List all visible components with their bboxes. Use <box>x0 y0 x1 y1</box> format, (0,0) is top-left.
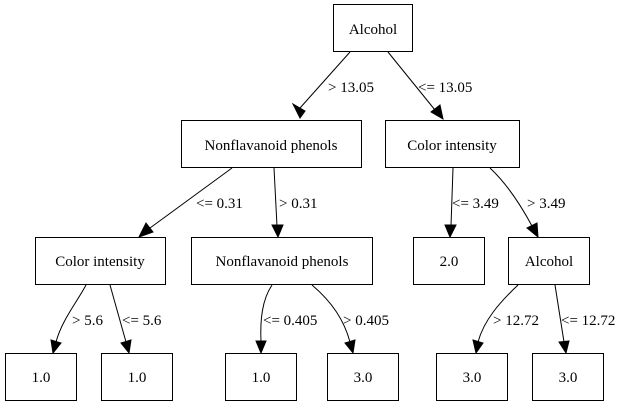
node-label: Nonflavanoid phenols <box>216 254 349 270</box>
node-label: 2.0 <box>440 254 459 270</box>
edge-line <box>149 167 233 229</box>
edge-color-intensity-to-leaf-1b: <= 5.6 <box>109 284 162 355</box>
node-label: 1.0 <box>32 370 51 386</box>
arrowhead <box>558 340 570 355</box>
node-leaf-2-0: 2.0 <box>413 237 485 285</box>
edge-label: > 12.72 <box>493 313 539 329</box>
edge-line <box>55 284 87 343</box>
edge-color-intensity-to-leaf-1a: > 5.6 <box>50 284 103 355</box>
edge-color-intensity-to-leaf-2: <= 3.49 <box>444 167 499 239</box>
node-label: 1.0 <box>128 370 147 386</box>
edge-label: <= 13.05 <box>418 80 472 96</box>
edge-alcohol-to-leaf-3b: > 12.72 <box>472 284 539 355</box>
edge-line <box>260 284 273 343</box>
node-root-alcohol: Alcohol <box>333 4 413 52</box>
node-label: Alcohol <box>349 22 397 38</box>
arrowhead <box>137 222 154 238</box>
node-box <box>327 353 399 401</box>
nodes: Alcohol Nonflavanoid phenols Color inten… <box>5 4 604 401</box>
edge-root-to-color-intensity: <= 13.05 <box>387 51 472 121</box>
node-leaf-6: 3.0 <box>532 353 604 401</box>
node-color-intensity: Color intensity <box>385 120 520 168</box>
arrowhead <box>120 339 132 355</box>
node-nonflavanoid-phenols-lower: Nonflavanoid phenols <box>191 237 373 285</box>
node-label: 3.0 <box>354 370 373 386</box>
node-leaf-1: 1.0 <box>5 353 77 401</box>
edge-label: > 3.49 <box>527 196 565 212</box>
arrowhead <box>291 102 306 119</box>
node-label: 3.0 <box>559 370 578 386</box>
node-box <box>191 237 373 285</box>
arrowhead <box>50 339 62 355</box>
edge-line <box>273 167 278 227</box>
node-nonflavanoid-phenols: Nonflavanoid phenols <box>181 120 362 168</box>
edge-label: <= 0.405 <box>263 313 317 329</box>
node-color-intensity-lower: Color intensity <box>35 237 166 285</box>
node-box <box>101 353 173 401</box>
arrowhead <box>255 340 267 355</box>
node-label: Nonflavanoid phenols <box>205 138 338 154</box>
arrowhead <box>526 222 539 239</box>
edge-line <box>299 51 351 109</box>
edge-nonflavanoid-to-nonflavanoid: > 0.31 <box>271 167 317 239</box>
edge-alcohol-to-leaf-3c: <= 12.72 <box>554 284 615 355</box>
edge-line <box>450 167 454 227</box>
edge-root-to-nonflavanoid: > 13.05 <box>291 51 374 119</box>
node-box <box>5 353 77 401</box>
node-leaf-5: 3.0 <box>436 353 508 401</box>
node-label: 1.0 <box>252 370 271 386</box>
node-box <box>436 353 508 401</box>
edge-label: <= 3.49 <box>452 196 499 212</box>
node-box <box>181 120 362 168</box>
edges: > 13.05 <= 13.05 <= 0.31 > 0.31 <= 3.49 <box>50 51 615 355</box>
arrowhead <box>430 104 444 121</box>
node-box <box>385 120 520 168</box>
edge-label: > 13.05 <box>328 80 374 96</box>
edge-label: <= 0.31 <box>196 196 243 212</box>
edge-color-intensity-to-alcohol: > 3.49 <box>489 167 565 239</box>
arrowhead <box>344 339 356 355</box>
edge-line <box>311 284 351 343</box>
node-label: Alcohol <box>525 254 573 270</box>
node-label: Color intensity <box>407 138 497 154</box>
node-box <box>532 353 604 401</box>
node-leaf-2: 1.0 <box>101 353 173 401</box>
node-box <box>413 237 485 285</box>
edge-label: > 0.31 <box>279 196 317 212</box>
edge-nonflavanoid-to-leaf-3a: > 0.405 <box>311 284 389 355</box>
node-box <box>35 237 166 285</box>
edge-nonflavanoid-to-color-intensity: <= 0.31 <box>137 167 243 238</box>
node-leaf-4: 3.0 <box>327 353 399 401</box>
edge-line <box>109 284 127 343</box>
arrowhead <box>271 224 284 239</box>
node-box <box>333 4 413 52</box>
edge-label: <= 5.6 <box>122 313 162 329</box>
node-alcohol-lower: Alcohol <box>508 237 590 285</box>
node-leaf-3: 1.0 <box>225 353 297 401</box>
node-box <box>508 237 590 285</box>
edge-label: > 0.405 <box>343 313 389 329</box>
node-label: 3.0 <box>463 370 482 386</box>
node-box <box>225 353 297 401</box>
arrowhead <box>472 339 484 355</box>
edge-line <box>387 51 436 111</box>
arrowhead <box>444 224 457 239</box>
edge-line <box>554 284 565 343</box>
node-label: Color intensity <box>55 254 145 270</box>
edge-line <box>489 167 533 227</box>
edge-label: > 5.6 <box>72 313 103 329</box>
edge-label: <= 12.72 <box>561 313 615 329</box>
edge-nonflavanoid-to-leaf-1c: <= 0.405 <box>255 284 317 355</box>
edge-line <box>477 284 519 343</box>
